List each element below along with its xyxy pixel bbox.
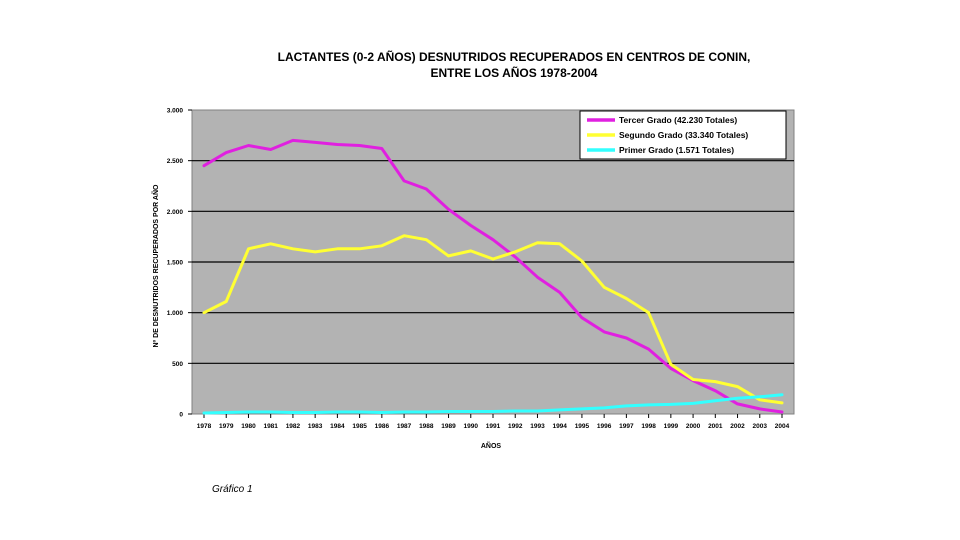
legend-label: Primer Grado (1.571 Totales) [619,145,734,155]
series-line-0 [202,138,784,414]
series-lines [202,138,784,415]
x-axis-label: AÑOS [481,441,502,450]
x-tick-label: 1982 [286,423,301,430]
y-tick-label: 500 [172,361,183,368]
x-tick-label: 1983 [308,423,323,430]
series-line-2 [202,393,784,415]
x-tick-label: 2004 [775,423,790,430]
x-tick-label: 1995 [575,423,590,430]
chart-title-line2: ENTRE LOS AÑOS 1978-2004 [431,65,598,80]
x-tick-label: 2001 [708,423,723,430]
x-tick-label: 1992 [508,423,523,430]
x-tick-label: 1990 [464,423,479,430]
legend-label: Segundo Grado (33.340 Totales) [619,130,748,140]
x-tick-label: 1979 [219,423,234,430]
y-tick-label: 3.000 [167,108,184,115]
chart-title-line1: LACTANTES (0-2 AÑOS) DESNUTRIDOS RECUPER… [278,49,751,64]
x-tick-label: 1999 [664,423,679,430]
x-axis-ticks: 1978 1979 1980 1981 1982 1983 1984 1985 1986 1987… [197,414,790,430]
x-tick-label: 1980 [241,423,256,430]
legend: Tercer Grado (42.230 Totales) Segundo Gra… [579,110,787,160]
x-tick-label: 1991 [486,423,501,430]
legend-label: Tercer Grado (42.230 Totales) [619,115,737,125]
x-tick-label: 1993 [530,423,545,430]
x-tick-label: 1985 [352,423,367,430]
grid-lines [192,160,794,364]
x-tick-label: 1986 [375,423,390,430]
y-tick-label: 1.000 [167,310,184,317]
x-tick-label: 2002 [730,423,745,430]
series-line-1 [202,234,784,405]
x-tick-label: 1989 [441,423,456,430]
x-tick-label: 1997 [619,423,634,430]
x-tick-label: 2000 [686,423,701,430]
x-tick-label: 1981 [263,423,278,430]
y-tick-label: 2.500 [167,158,184,165]
x-tick-label: 1994 [552,423,567,430]
x-tick-label: 1987 [397,423,412,430]
x-tick-label: 1996 [597,423,612,430]
x-tick-label: 1988 [419,423,434,430]
y-tick-label: 1.500 [167,260,184,267]
figure-caption: Gráfico 1 [212,484,253,495]
x-tick-label: 1978 [197,423,212,430]
x-tick-label: 2003 [753,423,768,430]
y-tick-label: 0 [179,412,183,419]
y-axis-ticks: 0 500 1.000 1.500 2.000 2.500 3.000 [167,108,192,419]
x-tick-label: 1984 [330,423,345,430]
y-axis-label: Nº DE DESNUTRIDOS RECUPERADOS POR AÑO [151,184,160,347]
x-tick-label: 1998 [641,423,656,430]
y-tick-label: 2.000 [167,209,184,216]
